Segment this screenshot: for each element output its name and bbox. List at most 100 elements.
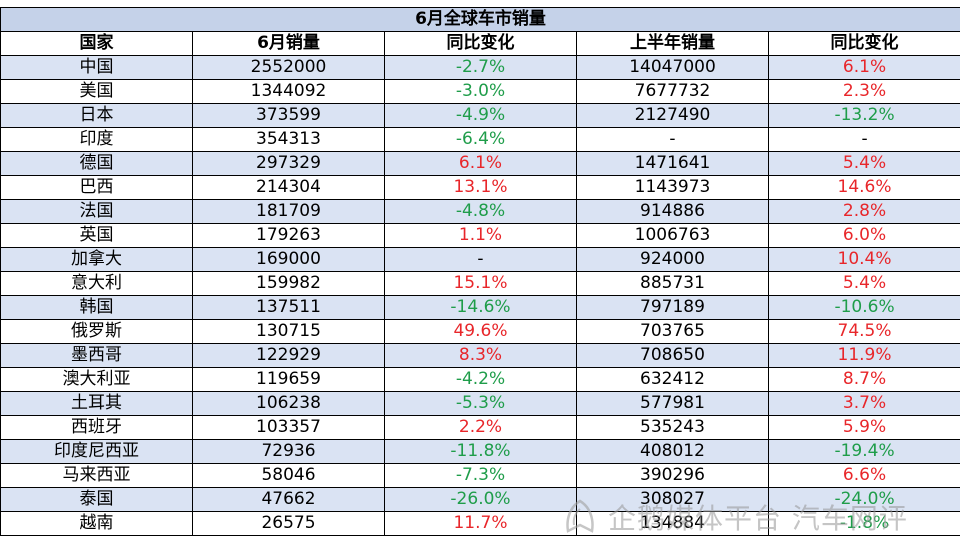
header-june-yoy: 同比变化: [384, 31, 577, 56]
cell-june-yoy: -14.6%: [384, 295, 577, 320]
cell-h1-sales: 390296: [576, 463, 769, 488]
table-header-row: 国家 6月销量 同比变化 上半年销量 同比变化: [0, 31, 960, 56]
cell-h1-sales: 134884: [576, 511, 769, 536]
cell-h1-sales: 924000: [576, 247, 769, 272]
table-row: 印度尼西亚 72936 -11.8% 408012 -19.4%: [0, 439, 960, 464]
table-row: 日本 373599 -4.9% 2127490 -13.2%: [0, 103, 960, 128]
cell-h1-yoy: 5.9%: [767, 415, 960, 440]
cell-june-yoy: 1.1%: [384, 223, 577, 248]
cell-june-yoy: -6.4%: [384, 127, 577, 152]
cell-country: 法国: [0, 199, 193, 224]
cell-june-sales: 103357: [192, 415, 385, 440]
cell-june-sales: 106238: [192, 391, 385, 416]
cell-h1-sales: 797189: [576, 295, 769, 320]
cell-h1-yoy: 6.6%: [767, 463, 960, 488]
cell-h1-yoy: 10.4%: [767, 247, 960, 272]
cell-h1-yoy: 74.5%: [767, 319, 960, 344]
table-row: 德国 297329 6.1% 1471641 5.4%: [0, 151, 960, 176]
cell-country: 印度: [0, 127, 193, 152]
cell-h1-sales: 308027: [576, 487, 769, 512]
cell-june-yoy: 15.1%: [384, 271, 577, 296]
table-row: 西班牙 103357 2.2% 535243 5.9%: [0, 415, 960, 440]
cell-h1-yoy: 2.8%: [767, 199, 960, 224]
cell-june-sales: 1344092: [192, 79, 385, 104]
cell-h1-yoy: -19.4%: [767, 439, 960, 464]
cell-june-sales: 2552000: [192, 55, 385, 80]
cell-june-yoy: 6.1%: [384, 151, 577, 176]
cell-country: 意大利: [0, 271, 193, 296]
table-row: 俄罗斯 130715 49.6% 703765 74.5%: [0, 319, 960, 344]
cell-country: 英国: [0, 223, 193, 248]
cell-june-sales: 159982: [192, 271, 385, 296]
cell-country: 马来西亚: [0, 463, 193, 488]
cell-h1-yoy: 6.0%: [767, 223, 960, 248]
cell-june-sales: 137511: [192, 295, 385, 320]
cell-h1-sales: 914886: [576, 199, 769, 224]
cell-june-sales: 297329: [192, 151, 385, 176]
table-row: 英国 179263 1.1% 1006763 6.0%: [0, 223, 960, 248]
sales-table: 6月全球车市销量 国家 6月销量 同比变化 上半年销量 同比变化 中国 25520…: [0, 7, 960, 536]
table-row: 美国 1344092 -3.0% 7677732 2.3%: [0, 79, 960, 104]
table-row: 中国 2552000 -2.7% 14047000 6.1%: [0, 55, 960, 80]
table-row: 澳大利亚 119659 -4.2% 632412 8.7%: [0, 367, 960, 392]
cell-country: 韩国: [0, 295, 193, 320]
cell-june-yoy: -: [384, 247, 577, 272]
cell-country: 巴西: [0, 175, 193, 200]
cell-h1-sales: -: [576, 127, 769, 152]
table-row: 墨西哥 122929 8.3% 708650 11.9%: [0, 343, 960, 368]
cell-june-yoy: 11.7%: [384, 511, 577, 536]
cell-h1-yoy: 2.3%: [767, 79, 960, 104]
cell-h1-yoy: 14.6%: [767, 175, 960, 200]
table-row: 土耳其 106238 -5.3% 577981 3.7%: [0, 391, 960, 416]
cell-june-sales: 122929: [192, 343, 385, 368]
cell-june-sales: 373599: [192, 103, 385, 128]
cell-june-yoy: 49.6%: [384, 319, 577, 344]
cell-june-yoy: -26.0%: [384, 487, 577, 512]
cell-h1-yoy: 6.1%: [767, 55, 960, 80]
cell-country: 墨西哥: [0, 343, 193, 368]
cell-june-sales: 181709: [192, 199, 385, 224]
cell-h1-yoy: 8.7%: [767, 367, 960, 392]
cell-h1-yoy: -1.8%: [767, 511, 960, 536]
table-row: 意大利 159982 15.1% 885731 5.4%: [0, 271, 960, 296]
cell-h1-sales: 408012: [576, 439, 769, 464]
table-row: 法国 181709 -4.8% 914886 2.8%: [0, 199, 960, 224]
cell-june-yoy: 13.1%: [384, 175, 577, 200]
cell-june-yoy: 2.2%: [384, 415, 577, 440]
cell-h1-yoy: -: [767, 127, 960, 152]
table-title: 6月全球车市销量: [0, 7, 960, 32]
cell-june-sales: 130715: [192, 319, 385, 344]
cell-h1-yoy: 11.9%: [767, 343, 960, 368]
cell-june-sales: 72936: [192, 439, 385, 464]
cell-june-sales: 119659: [192, 367, 385, 392]
cell-h1-sales: 703765: [576, 319, 769, 344]
cell-june-yoy: -4.2%: [384, 367, 577, 392]
cell-country: 美国: [0, 79, 193, 104]
cell-h1-sales: 577981: [576, 391, 769, 416]
table-title-row: 6月全球车市销量: [0, 7, 960, 32]
cell-june-yoy: -4.8%: [384, 199, 577, 224]
cell-h1-sales: 2127490: [576, 103, 769, 128]
cell-june-yoy: -4.9%: [384, 103, 577, 128]
cell-june-sales: 179263: [192, 223, 385, 248]
cell-h1-sales: 885731: [576, 271, 769, 296]
cell-june-sales: 214304: [192, 175, 385, 200]
cell-june-sales: 169000: [192, 247, 385, 272]
cell-h1-sales: 535243: [576, 415, 769, 440]
cell-h1-sales: 14047000: [576, 55, 769, 80]
table-row: 马来西亚 58046 -7.3% 390296 6.6%: [0, 463, 960, 488]
cell-june-yoy: -3.0%: [384, 79, 577, 104]
cell-country: 俄罗斯: [0, 319, 193, 344]
cell-june-yoy: -5.3%: [384, 391, 577, 416]
cell-country: 中国: [0, 55, 193, 80]
table-row: 泰国 47662 -26.0% 308027 -24.0%: [0, 487, 960, 512]
cell-june-sales: 47662: [192, 487, 385, 512]
cell-country: 日本: [0, 103, 193, 128]
cell-h1-yoy: 3.7%: [767, 391, 960, 416]
cell-h1-yoy: -13.2%: [767, 103, 960, 128]
cell-h1-sales: 1471641: [576, 151, 769, 176]
cell-country: 澳大利亚: [0, 367, 193, 392]
cell-country: 西班牙: [0, 415, 193, 440]
cell-country: 加拿大: [0, 247, 193, 272]
table-row: 印度 354313 -6.4% - -: [0, 127, 960, 152]
